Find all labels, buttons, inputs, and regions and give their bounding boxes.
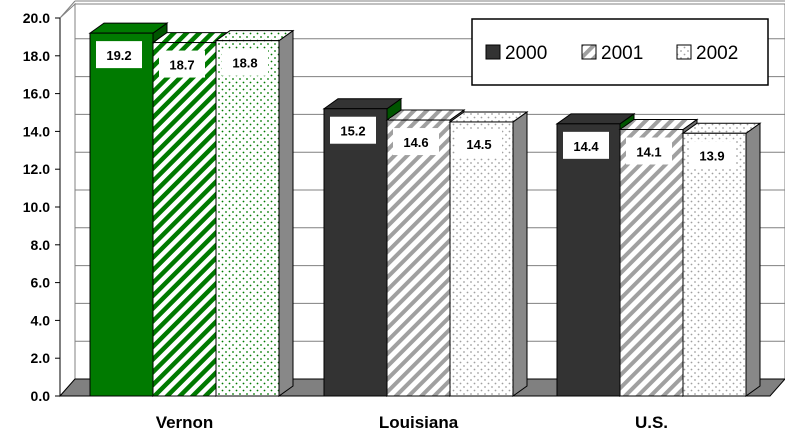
data-label-text: 18.8 (232, 56, 257, 71)
data-label-box (456, 129, 502, 157)
y-tick-label: 20.0 (23, 10, 50, 26)
bar-vernon-2002 (214, 29, 295, 397)
bar-top (88, 22, 169, 34)
data-label: 14.6 (393, 128, 439, 156)
data-label-text: 13.9 (699, 148, 724, 163)
category-label: Vernon (156, 413, 214, 432)
data-label-text: 18.7 (169, 58, 194, 73)
category-labels: Vernon Louisiana U.S. (156, 413, 668, 432)
y-tick-label: 0.0 (31, 388, 51, 404)
bar-front (89, 32, 154, 397)
legend-swatch-2001 (581, 44, 597, 60)
bars (88, 22, 762, 397)
data-label: 18.7 (159, 50, 205, 78)
data-label: 13.9 (689, 141, 735, 169)
bar-front (682, 132, 747, 397)
bar-front (152, 42, 217, 397)
data-label-box (393, 128, 439, 156)
bar-front (386, 119, 451, 397)
data-label-box (330, 116, 376, 144)
bar-top (385, 109, 466, 121)
bar-us-2002 (681, 122, 762, 397)
category-label: U.S. (635, 413, 668, 432)
data-label: 14.1 (626, 137, 672, 165)
bar-top (681, 122, 762, 134)
y-tick-label: 12.0 (23, 161, 50, 177)
data-label-text: 14.6 (403, 135, 428, 150)
data-label-text: 14.1 (636, 145, 661, 160)
bar-top (448, 111, 529, 123)
y-axis-ticks: 0.0 2.0 4.0 6.0 8.0 10.0 12.0 14.0 16.0 18.0 20.0 (23, 10, 60, 404)
y-tick-label: 14.0 (23, 123, 50, 139)
data-label-text: 14.4 (573, 139, 599, 154)
legend-label-2001: 2001 (601, 43, 643, 64)
legend-label-2002: 2002 (696, 43, 738, 64)
data-label-box (96, 41, 142, 69)
data-labels: 19.2 18.7 18.8 15.2 14.6 14.5 14.4 14.1 13.9 (96, 41, 735, 169)
data-label-box (626, 137, 672, 165)
data-label: 18.8 (222, 48, 268, 76)
data-label-text: 14.5 (466, 137, 491, 152)
y-tick-label: 16.0 (23, 86, 50, 102)
legend-swatch-2002 (676, 44, 692, 60)
bar-front (215, 40, 280, 397)
bar-top (214, 30, 295, 42)
legend-label-2000: 2000 (505, 43, 547, 64)
y-tick-label: 2.0 (31, 350, 51, 366)
bar-top (618, 119, 699, 131)
y-tick-label: 10.0 (23, 199, 50, 215)
y-tick-label: 4.0 (31, 312, 51, 328)
data-label-box (159, 50, 205, 78)
data-label: 19.2 (96, 41, 142, 69)
legend-box (471, 18, 769, 86)
data-label-box (563, 131, 609, 159)
bar-top (322, 98, 403, 110)
data-label: 14.4 (563, 131, 609, 159)
category-label: Louisiana (379, 413, 459, 432)
bar-side (512, 110, 528, 397)
legend-swatch-2000 (485, 44, 501, 60)
bar-side (278, 29, 294, 397)
data-label-box (689, 141, 735, 169)
bar-side (745, 122, 761, 397)
data-label-text: 15.2 (340, 124, 365, 139)
data-label: 14.5 (456, 129, 502, 157)
bar-front (619, 129, 684, 397)
bar-top (555, 113, 636, 125)
bar-front (556, 123, 621, 397)
data-label-text: 19.2 (106, 48, 131, 63)
data-label-box (222, 48, 268, 76)
bar-front (323, 108, 388, 397)
legend: 2000 2001 2002 (471, 18, 769, 86)
bar-louisiana-2002 (448, 110, 529, 397)
bar-front (449, 121, 514, 397)
plot-side-wall (59, 2, 76, 398)
y-tick-label: 18.0 (23, 48, 50, 64)
y-tick-label: 8.0 (31, 237, 51, 253)
data-label: 15.2 (330, 116, 376, 144)
y-tick-label: 6.0 (31, 275, 51, 291)
